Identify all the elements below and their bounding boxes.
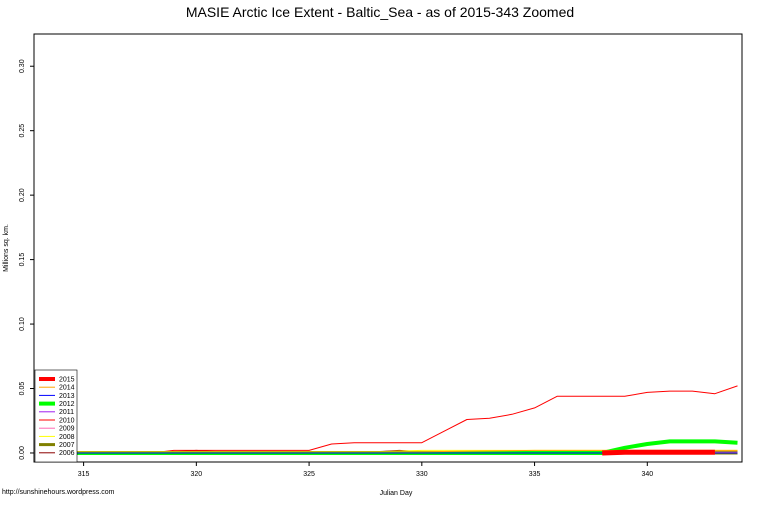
legend-label-2009: 2009 [59, 426, 75, 433]
series-line-2010 [38, 385, 738, 454]
x-tick-label: 340 [641, 471, 653, 478]
legend-label-2012: 2012 [59, 401, 75, 408]
legend-label-2006: 2006 [59, 450, 75, 457]
legend-box [34, 369, 78, 463]
x-tick-label: 325 [303, 471, 315, 478]
legend-label-2013: 2013 [59, 393, 75, 400]
legend-label-2015: 2015 [59, 376, 75, 383]
chart-title: MASIE Arctic Ice Extent - Baltic_Sea - a… [186, 4, 574, 20]
x-tick-label: 335 [529, 471, 541, 478]
x-tick-label: 320 [191, 471, 203, 478]
x-axis-label: Julian Day [380, 490, 413, 497]
legend-label-2008: 2008 [59, 434, 75, 441]
legend-label-2011: 2011 [59, 409, 74, 416]
y-tick-label: 0.20 [19, 188, 26, 202]
plot-lines [38, 385, 738, 456]
x-tick-label: 330 [416, 471, 428, 478]
x-axis: 315 320 325 330 335 340 [78, 462, 653, 478]
legend-label-2007: 2007 [59, 442, 75, 449]
y-tick-label: 0.05 [19, 382, 26, 396]
y-tick-label: 0.25 [19, 124, 26, 138]
y-axis: 0.00 0.05 0.10 0.15 0.20 0.25 0.30 [19, 59, 34, 460]
y-tick-label: 0.10 [19, 317, 26, 331]
legend-label-2010: 2010 [59, 417, 75, 424]
legend-label-2014: 2014 [59, 385, 75, 392]
y-tick-label: 0.00 [19, 446, 26, 460]
y-axis-label: Millions sq. km. [3, 224, 10, 272]
plot-frame [33, 33, 743, 463]
x-tick-label: 315 [78, 471, 90, 478]
source-note[interactable]: http://sunshinehours.wordpress.com [2, 489, 115, 496]
y-tick-label: 0.15 [19, 253, 26, 267]
y-tick-label: 0.30 [19, 59, 26, 73]
series-line-2015 [602, 449, 715, 456]
